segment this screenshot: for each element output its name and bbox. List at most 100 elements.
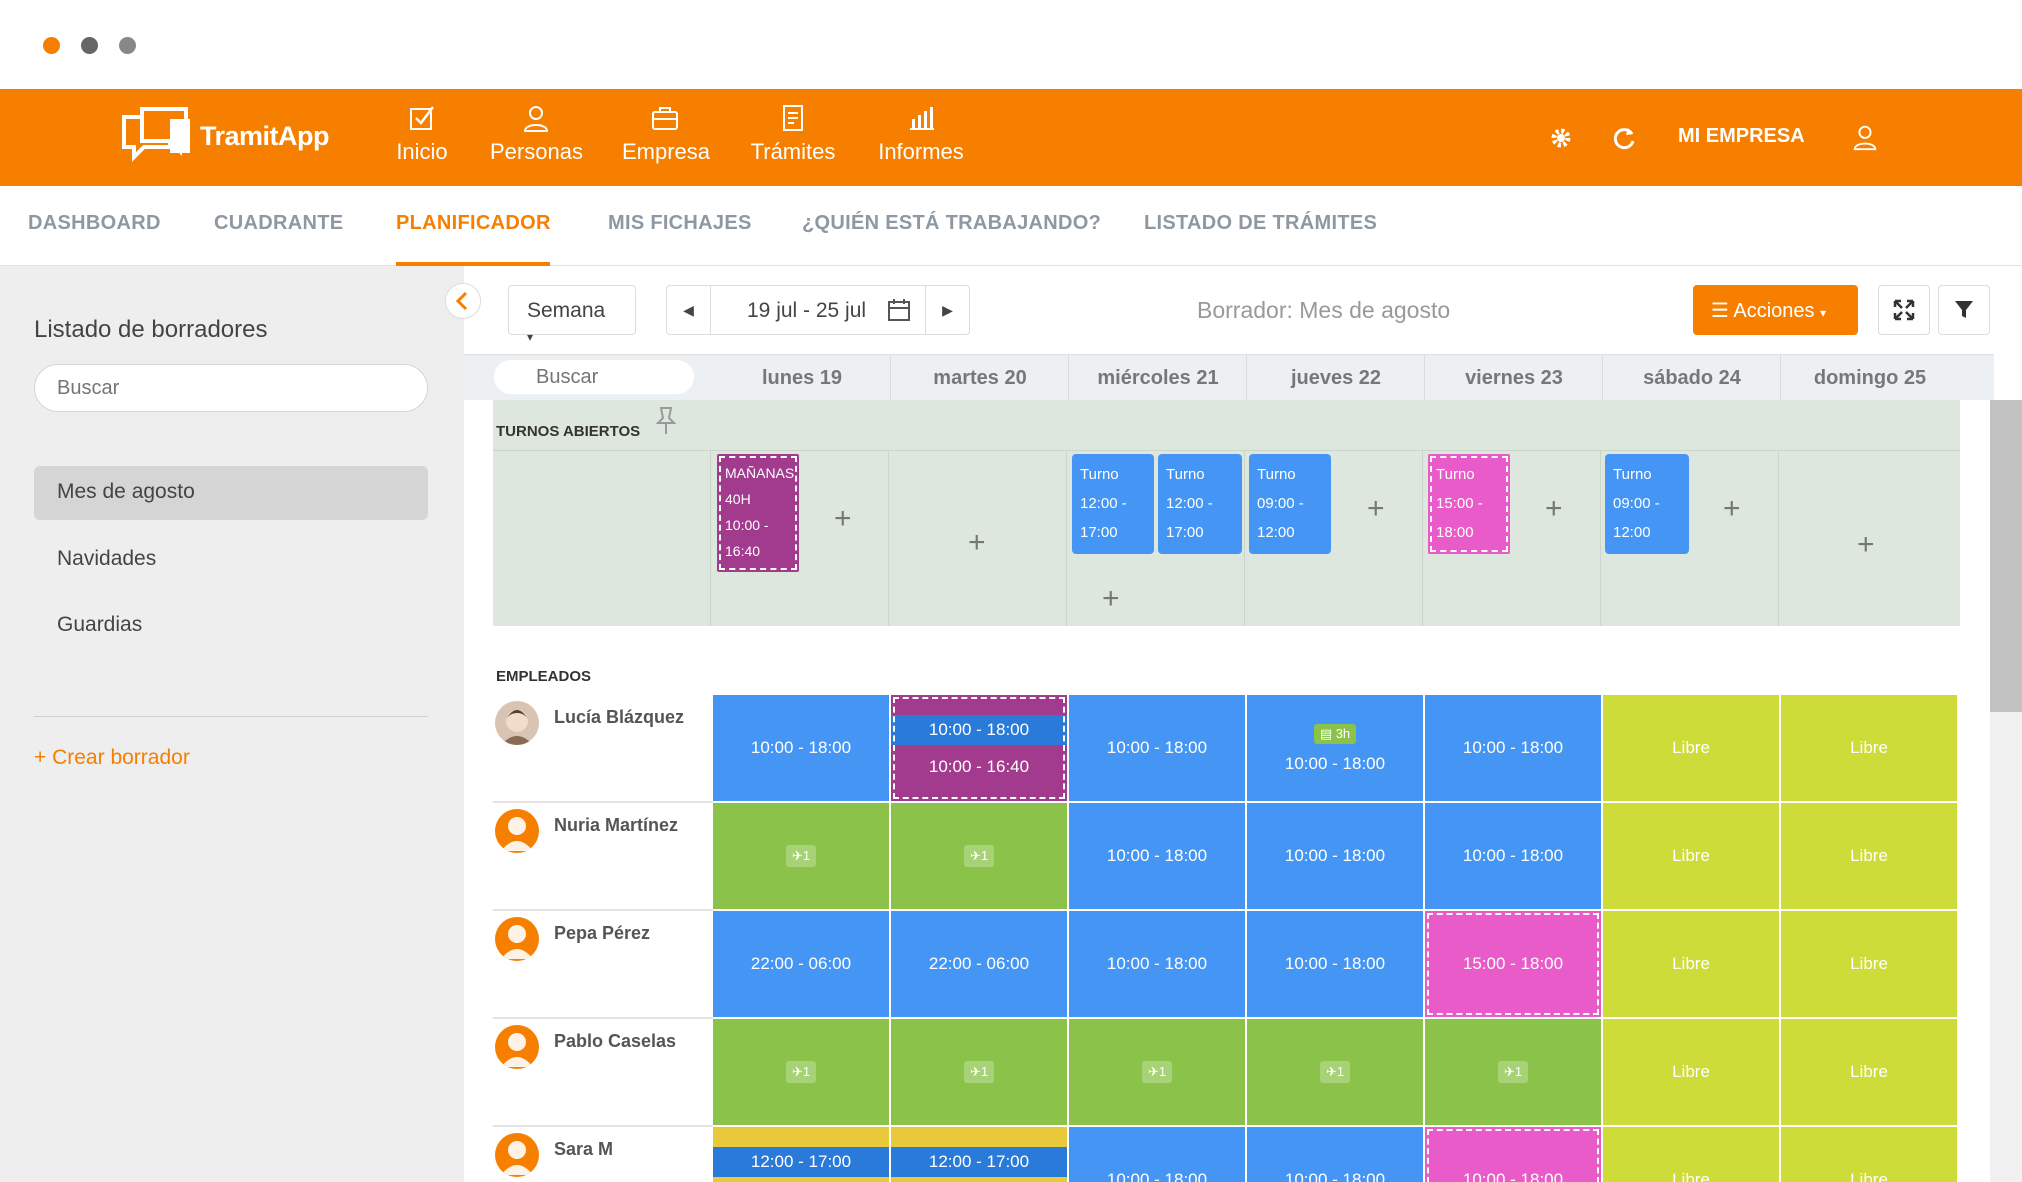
shift-cell[interactable]: Libre [1781, 1019, 1957, 1125]
tab-planificador[interactable]: PLANIFICADOR [396, 212, 551, 234]
shift-cell[interactable]: 12:00 - 17:00 [713, 1127, 889, 1182]
brand-logo[interactable]: TramitApp [120, 105, 330, 169]
shift-cell[interactable]: Libre [1781, 803, 1957, 909]
avatar[interactable] [495, 809, 539, 853]
window-maximize-dot[interactable] [119, 37, 136, 54]
nav-empresa[interactable]: Empresa [622, 103, 710, 165]
employee-name[interactable]: Pepa Pérez [554, 923, 651, 943]
shift-cell[interactable]: ▤ 3h 10:00 - 18:00 [1247, 695, 1423, 801]
shift-cell[interactable]: Libre [1781, 1127, 1957, 1182]
view-select[interactable]: Semana ▾ [508, 285, 636, 344]
shift-cell[interactable]: 10:00 - 18:00 [1425, 1127, 1601, 1182]
grid-search-input[interactable] [494, 360, 694, 394]
shift-block[interactable]: 10:00 - 16:40 [928, 757, 1030, 776]
shift-cell[interactable]: 10:00 - 18:00 [1247, 1127, 1423, 1182]
create-draft-link[interactable]: + Crear borrador [34, 746, 190, 769]
shift-cell[interactable]: Libre [1603, 1127, 1779, 1182]
shift-cell[interactable]: ✈1 [891, 803, 1067, 909]
tab-cuadrante[interactable]: CUADRANTE [214, 212, 344, 234]
shift-cell[interactable]: 22:00 - 06:00 [713, 911, 889, 1017]
open-shift-card[interactable]: Turno 12:00 - 17:00 [1158, 454, 1242, 554]
shift-cell[interactable]: 10:00 - 18:00 [713, 695, 889, 801]
filter-button[interactable] [1938, 285, 1990, 335]
shift-cell[interactable]: 10:00 - 18:00 [1069, 1127, 1245, 1182]
tab-mis-fichajes[interactable]: MIS FICHAJES [608, 212, 752, 234]
shift-cell[interactable]: 15:00 - 18:00 [1425, 911, 1601, 1017]
shift-cell[interactable]: Libre [1603, 911, 1779, 1017]
add-open-shift-button[interactable]: + [1367, 492, 1385, 525]
add-open-shift-button[interactable]: + [834, 502, 852, 535]
add-open-shift-button[interactable]: + [1723, 492, 1741, 525]
collapse-sidebar-button[interactable] [445, 283, 481, 319]
employee-name[interactable]: Pablo Caselas [554, 1031, 677, 1051]
add-open-shift-button[interactable]: + [1857, 528, 1875, 561]
nav-personas[interactable]: Personas [490, 103, 583, 165]
draft-item-guardias[interactable]: Guardias [57, 613, 143, 636]
actions-button[interactable]: ☰ Acciones ▾ [1693, 285, 1858, 335]
shift-cell[interactable]: 10:00 - 18:00 [1247, 803, 1423, 909]
open-shift-card[interactable]: MAÑANAS 40H 10:00 - 16:40 [717, 454, 799, 572]
employee-name[interactable]: Nuria Martínez [554, 815, 679, 835]
nav-informes[interactable]: Informes [876, 103, 966, 165]
drafts-search-input[interactable] [34, 364, 428, 412]
pin-icon[interactable] [654, 406, 678, 436]
window-close-dot[interactable] [43, 37, 60, 54]
shift-cell[interactable]: 10:00 - 18:00 [1069, 803, 1245, 909]
next-week-button[interactable]: ▶ [925, 286, 969, 334]
tab-dashboard[interactable]: DASHBOARD [28, 212, 161, 234]
user-icon[interactable] [1851, 123, 1879, 151]
shift-cell[interactable]: ✈1 [713, 803, 889, 909]
caret-down-icon: ▾ [1820, 306, 1827, 320]
employee-name[interactable]: Lucía Blázquez [554, 707, 685, 727]
shift-cell[interactable]: Libre [1603, 1019, 1779, 1125]
open-shift-card[interactable]: Turno 15:00 - 18:00 [1428, 454, 1510, 554]
avatar[interactable] [495, 1025, 539, 1069]
company-link[interactable]: MI EMPRESA [1678, 125, 1805, 147]
open-shift-card[interactable]: Turno 09:00 - 12:00 [1605, 454, 1689, 554]
shift-cell[interactable]: ✈1 [891, 1019, 1067, 1125]
window-minimize-dot[interactable] [81, 37, 98, 54]
shift-cell[interactable]: 22:00 - 06:00 [891, 911, 1067, 1017]
shift-cell[interactable]: ✈1 [1425, 1019, 1601, 1125]
tab-quien-esta-trabajando[interactable]: ¿QUIÉN ESTÁ TRABAJANDO? [802, 212, 1102, 234]
gear-icon[interactable] [1548, 125, 1574, 151]
shift-cell[interactable]: 10:00 - 18:00 10:00 - 16:40 [891, 695, 1067, 801]
nav-inicio[interactable]: Inicio [394, 103, 450, 165]
shift-cell[interactable]: ✈1 [1069, 1019, 1245, 1125]
shift-cell[interactable]: 10:00 - 18:00 [1069, 911, 1245, 1017]
open-shift-card[interactable]: Turno 09:00 - 12:00 [1249, 454, 1331, 554]
open-shift-card[interactable]: Turno 12:00 - 17:00 [1072, 454, 1154, 554]
nav-tramites[interactable]: Trámites [748, 103, 838, 165]
shift-cell[interactable]: Libre [1603, 803, 1779, 909]
fullscreen-button[interactable] [1878, 285, 1930, 335]
avatar[interactable] [495, 917, 539, 961]
add-open-shift-button[interactable]: + [1545, 492, 1563, 525]
calendar-icon[interactable] [887, 298, 911, 322]
avatar[interactable] [495, 701, 539, 745]
prev-week-button[interactable]: ◀ [667, 286, 711, 334]
add-open-shift-button[interactable]: + [1102, 582, 1120, 615]
shift-cell[interactable]: Libre [1781, 695, 1957, 801]
employee-name[interactable]: Sara M [554, 1139, 614, 1159]
shift-cell[interactable]: ✈1 [1247, 1019, 1423, 1125]
shift-cell[interactable]: Libre [1781, 911, 1957, 1017]
draft-item-selected[interactable] [34, 466, 428, 520]
shift-cell[interactable]: 10:00 - 18:00 [1069, 695, 1245, 801]
avatar[interactable] [495, 1133, 539, 1177]
row-divider [493, 801, 713, 803]
shift-cell[interactable]: 10:00 - 18:00 [1425, 803, 1601, 909]
refresh-icon[interactable] [1611, 125, 1637, 151]
add-open-shift-button[interactable]: + [968, 526, 986, 559]
shift-block[interactable]: 12:00 - 17:00 [891, 1147, 1067, 1177]
shift-cell[interactable]: 10:00 - 18:00 [1425, 695, 1601, 801]
shift-cell[interactable]: ✈1 [713, 1019, 889, 1125]
draft-item-navidades[interactable]: Navidades [57, 547, 157, 570]
scrollbar-thumb[interactable] [1990, 400, 2022, 712]
tab-listado-tramites[interactable]: LISTADO DE TRÁMITES [1144, 212, 1378, 234]
shift-block[interactable]: 10:00 - 18:00 [891, 715, 1067, 745]
shift-cell[interactable]: Libre [1603, 695, 1779, 801]
shift-cell[interactable]: 10:00 - 18:00 [1247, 911, 1423, 1017]
column-divider [1424, 354, 1425, 400]
shift-block[interactable]: 12:00 - 17:00 [713, 1147, 889, 1177]
shift-cell[interactable]: 12:00 - 17:00 [891, 1127, 1067, 1182]
